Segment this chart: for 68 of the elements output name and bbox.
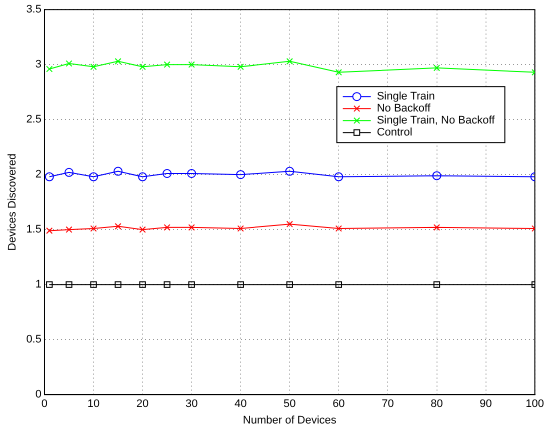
- legend-label: Single Train: [376, 90, 435, 103]
- x-tick-label: 20: [136, 398, 149, 410]
- point: [114, 281, 122, 288]
- point: [187, 169, 196, 178]
- x-tick-label: 70: [382, 398, 394, 410]
- x-tick-label: 10: [87, 398, 100, 410]
- point: [188, 224, 195, 231]
- x-tick-label: 90: [480, 398, 492, 410]
- point: [433, 281, 440, 288]
- y-tick-label: 3.5: [26, 4, 42, 16]
- x-tick-label: 40: [234, 398, 247, 410]
- point: [433, 64, 440, 72]
- point: [64, 168, 74, 177]
- point: [66, 60, 72, 67]
- legend-label: No Backoff: [376, 102, 432, 115]
- point: [432, 171, 442, 180]
- point: [90, 281, 97, 288]
- point: [139, 281, 146, 288]
- point: [89, 172, 98, 182]
- point: [335, 281, 342, 288]
- point: [66, 281, 72, 288]
- point: [164, 281, 170, 288]
- point: [433, 224, 440, 231]
- point: [237, 63, 244, 70]
- x-tick-label: 60: [332, 398, 345, 410]
- point: [335, 225, 342, 232]
- point: [139, 63, 146, 70]
- point: [114, 166, 123, 176]
- y-axis-title: Devices Discovered: [6, 154, 19, 251]
- x-tick-label: 80: [430, 398, 443, 410]
- point: [188, 61, 195, 68]
- y-tick-label: 0.5: [26, 334, 42, 346]
- point: [162, 169, 172, 178]
- point: [236, 170, 246, 180]
- point: [286, 281, 293, 288]
- point: [44, 172, 54, 182]
- point: [114, 58, 122, 65]
- point: [90, 225, 97, 232]
- x-tick-label: 30: [185, 398, 198, 410]
- y-tick-label: 1.5: [26, 224, 42, 236]
- legend-label: Control: [376, 126, 412, 139]
- point: [334, 172, 344, 182]
- point: [164, 61, 170, 68]
- point: [66, 226, 72, 233]
- point: [335, 68, 342, 76]
- point: [286, 58, 293, 65]
- point: [285, 166, 294, 176]
- point: [237, 281, 244, 288]
- x-tick-label: 100: [526, 398, 544, 410]
- point: [237, 225, 244, 232]
- point: [138, 172, 148, 182]
- x-axis-title: Number of Devices: [242, 414, 337, 426]
- point: [139, 226, 146, 233]
- y-tick-label: 3: [35, 58, 42, 71]
- y-tick-label: 2: [35, 168, 42, 181]
- y-tick-label: 1: [35, 278, 42, 291]
- point: [188, 281, 195, 288]
- point: [164, 224, 170, 231]
- point: [46, 66, 53, 72]
- y-tick-label: 0: [35, 388, 42, 401]
- point: [46, 281, 53, 288]
- point: [114, 222, 122, 230]
- y-tick-label: 2.5: [26, 114, 42, 126]
- point: [90, 63, 97, 70]
- point: [286, 220, 293, 228]
- legend-label: Single Train, No Backoff: [376, 114, 496, 127]
- point: [46, 227, 53, 234]
- x-tick-label: 50: [284, 398, 296, 410]
